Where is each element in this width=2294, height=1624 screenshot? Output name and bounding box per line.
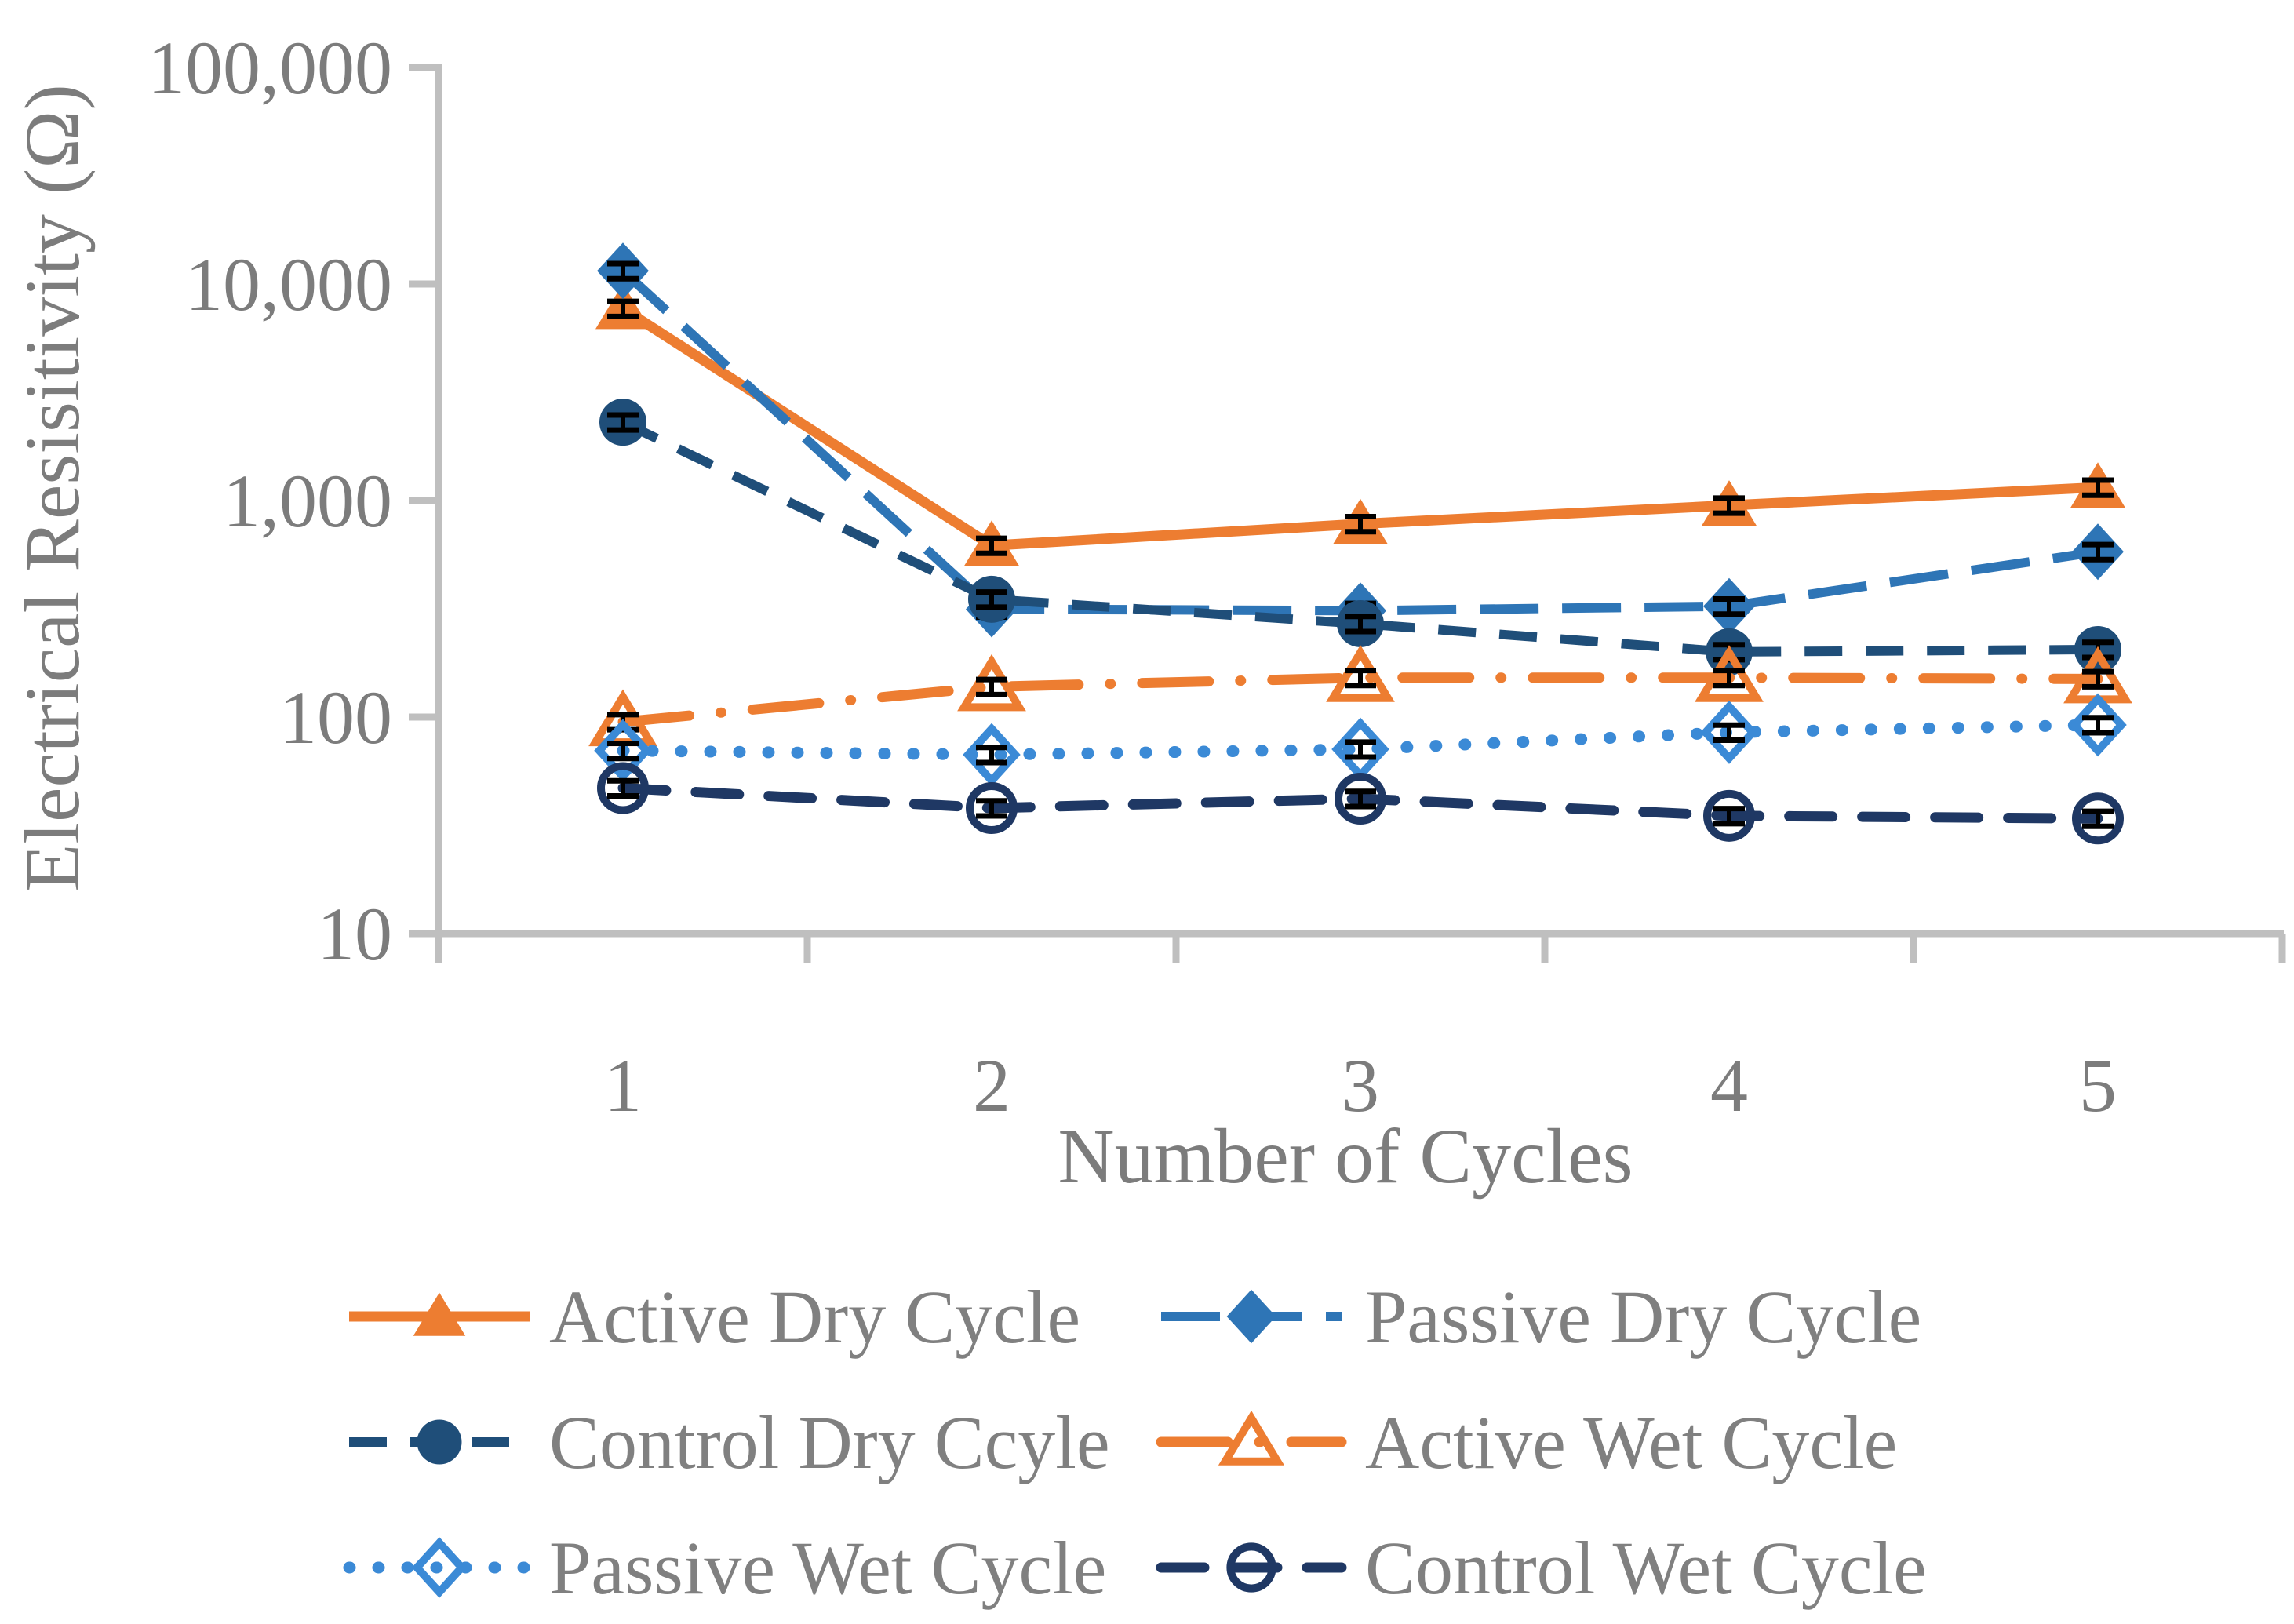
y-tick-label: 1,000 — [223, 459, 392, 543]
y-tick-label: 100 — [279, 675, 392, 759]
y-tick-label: 10,000 — [185, 242, 392, 326]
legend-label: Control Dry Ccyle — [549, 1400, 1110, 1484]
legend-label: Active Wet Cycle — [1365, 1400, 1897, 1484]
legend-item-control-wet-cycle: Control Wet Cycle — [1156, 1526, 1927, 1610]
x-tick-label: 1 — [604, 1043, 642, 1127]
x-tick-label: 4 — [1710, 1043, 1748, 1127]
error-bar — [1345, 614, 1376, 635]
x-axis-title: Number of Cycles — [1058, 1112, 1633, 1200]
error-bar — [1345, 739, 1376, 760]
legend-item-active-dry-cycle: Active Dry Cycle — [349, 1275, 1080, 1359]
error-bar — [1713, 495, 1745, 516]
error-bar — [1713, 595, 1745, 617]
data-point-marker — [1226, 1542, 1276, 1593]
error-bar — [607, 260, 639, 282]
y-tick-label: 100,000 — [147, 26, 392, 110]
error-bar — [2082, 808, 2114, 829]
legend: Active Dry Cycle Passive Dry Cycle Control… — [343, 1275, 1927, 1610]
error-bar — [607, 741, 639, 762]
data-point-marker — [597, 762, 649, 814]
error-bar — [976, 535, 1007, 556]
data-point-marker — [413, 1292, 466, 1336]
error-bar — [1713, 722, 1745, 743]
error-bar — [1345, 788, 1376, 810]
series-control-wet-cycle — [597, 762, 2124, 845]
data-point-marker — [1703, 789, 1755, 842]
data-point-marker — [1695, 645, 1764, 702]
data-point-marker — [1326, 645, 1395, 702]
series-passive-wet-cycle — [594, 693, 2127, 787]
data-point-marker — [966, 781, 1018, 834]
legend-item-passive-wet-cycle: Passive Wet Cycle — [343, 1526, 1106, 1610]
error-bar — [976, 676, 1007, 697]
error-bar — [607, 412, 639, 433]
error-bar — [976, 745, 1007, 766]
legend-item-active-wet-cycle: Active Wet Cycle — [1156, 1400, 1897, 1484]
error-bar — [976, 798, 1007, 819]
error-bar — [607, 298, 639, 319]
error-bar — [2082, 477, 2114, 498]
error-bar — [2082, 668, 2114, 690]
error-bar — [607, 777, 639, 799]
data-point-marker — [411, 1537, 468, 1598]
error-bar — [976, 589, 1007, 610]
data-point-marker — [2072, 792, 2124, 845]
error-bar — [1713, 806, 1745, 827]
error-bar — [1345, 514, 1376, 535]
y-tick-label: 10 — [317, 892, 392, 976]
error-bar — [1713, 668, 1745, 689]
series-line — [621, 417, 2099, 657]
legend-item-passive-dry-cycle: Passive Dry Cycle — [1161, 1275, 1921, 1359]
error-bar — [1345, 668, 1376, 689]
series-line — [619, 267, 2099, 616]
series-active-dry-cycle — [595, 283, 2125, 566]
x-tick-label: 2 — [973, 1043, 1010, 1127]
series-line — [617, 672, 2103, 727]
y-axis-title: Electrical Resisitivity (Ω) — [9, 84, 96, 892]
legend-item-control-dry-cycle: Control Dry Ccyle — [349, 1400, 1110, 1484]
error-bar — [2082, 715, 2114, 736]
legend-label: Control Wet Cycle — [1365, 1526, 1927, 1610]
data-point-marker — [1218, 1410, 1285, 1466]
x-tick-label: 5 — [2079, 1043, 2117, 1127]
legend-label: Passive Wet Cycle — [549, 1526, 1106, 1610]
x-tick-label: 3 — [1342, 1043, 1379, 1127]
legend-label: Active Dry Cycle — [549, 1275, 1080, 1359]
data-point-marker — [417, 1419, 462, 1465]
legend-label: Passive Dry Cycle — [1365, 1275, 1921, 1359]
data-point-marker — [1226, 1289, 1276, 1344]
data-point-marker — [1335, 772, 1386, 825]
data-point-marker — [957, 654, 1026, 712]
error-bar — [2082, 541, 2114, 563]
